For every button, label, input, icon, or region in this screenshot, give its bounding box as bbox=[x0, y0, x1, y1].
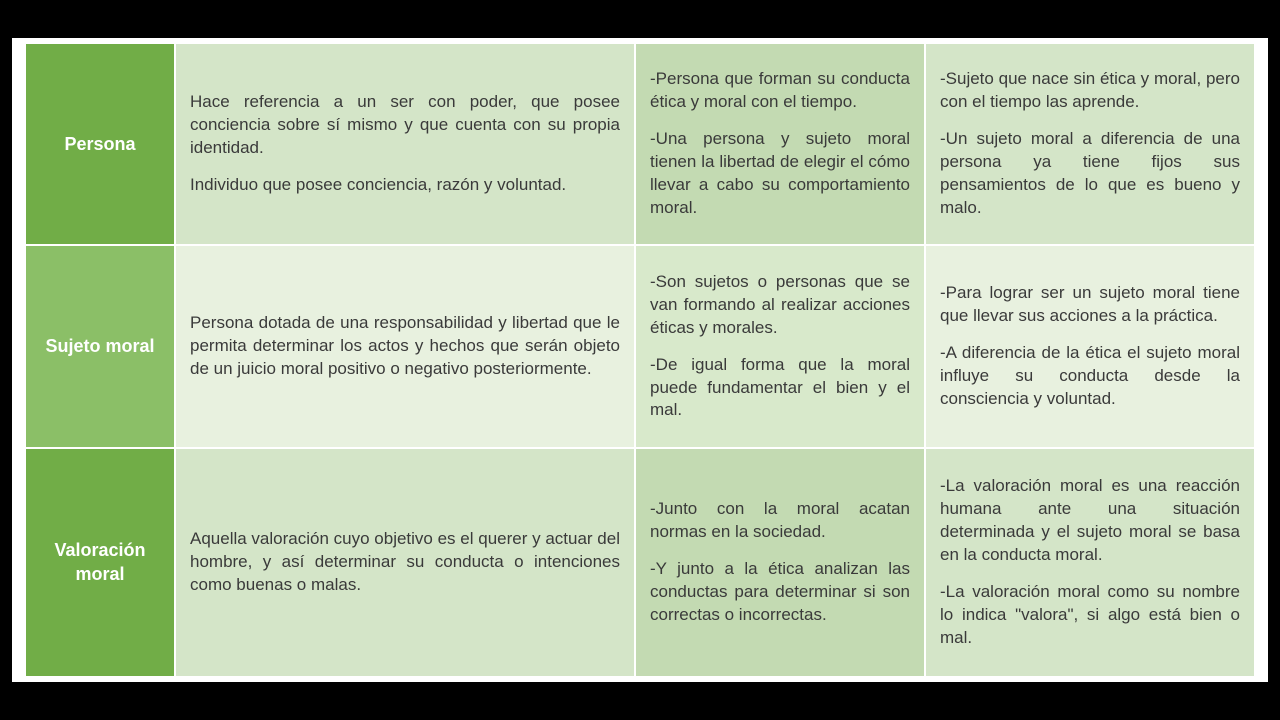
paragraph: -A diferencia de la ética el sujeto mora… bbox=[940, 342, 1240, 411]
notes-cell: -Sujeto que nace sin ética y moral, pero… bbox=[925, 43, 1255, 245]
notes-cell: -Son sujetos o personas que se van forma… bbox=[635, 245, 925, 447]
paragraph: Aquella valoración cuyo objetivo es el q… bbox=[190, 528, 620, 597]
paragraph: -La valoración moral es una reacción hum… bbox=[940, 475, 1240, 567]
table-row: Persona Hace referencia a un ser con pod… bbox=[25, 43, 1255, 245]
definition-cell: Persona dotada de una responsabilidad y … bbox=[175, 245, 635, 447]
paragraph: -La valoración moral como su nombre lo i… bbox=[940, 581, 1240, 650]
paragraph: Persona dotada de una responsabilidad y … bbox=[190, 312, 620, 381]
notes-cell: -La valoración moral es una reacción hum… bbox=[925, 448, 1255, 677]
paragraph: -Persona que forman su conducta ética y … bbox=[650, 68, 910, 114]
notes-cell: -Para lograr ser un sujeto moral tiene q… bbox=[925, 245, 1255, 447]
paragraph: -Una persona y sujeto moral tienen la li… bbox=[650, 128, 910, 220]
notes-cell: -Junto con la moral acatan normas en la … bbox=[635, 448, 925, 677]
paragraph: Individuo que posee conciencia, razón y … bbox=[190, 174, 620, 197]
row-label: Persona bbox=[25, 43, 175, 245]
comparison-table: Persona Hace referencia a un ser con pod… bbox=[24, 42, 1256, 678]
definition-cell: Hace referencia a un ser con poder, que … bbox=[175, 43, 635, 245]
table-row: Sujeto moral Persona dotada de una respo… bbox=[25, 245, 1255, 447]
table-row: Valoración moral Aquella valoración cuyo… bbox=[25, 448, 1255, 677]
paragraph: -Junto con la moral acatan normas en la … bbox=[650, 498, 910, 544]
paragraph: -Un sujeto moral a diferencia de una per… bbox=[940, 128, 1240, 220]
paragraph: -Son sujetos o personas que se van forma… bbox=[650, 271, 910, 340]
paragraph: Hace referencia a un ser con poder, que … bbox=[190, 91, 620, 160]
row-label: Valoración moral bbox=[25, 448, 175, 677]
paragraph: -Sujeto que nace sin ética y moral, pero… bbox=[940, 68, 1240, 114]
notes-cell: -Persona que forman su conducta ética y … bbox=[635, 43, 925, 245]
table-sheet: Persona Hace referencia a un ser con pod… bbox=[12, 38, 1268, 682]
paragraph: -Para lograr ser un sujeto moral tiene q… bbox=[940, 282, 1240, 328]
paragraph: -De igual forma que la moral puede funda… bbox=[650, 354, 910, 423]
row-label: Sujeto moral bbox=[25, 245, 175, 447]
paragraph: -Y junto a la ética analizan las conduct… bbox=[650, 558, 910, 627]
definition-cell: Aquella valoración cuyo objetivo es el q… bbox=[175, 448, 635, 677]
